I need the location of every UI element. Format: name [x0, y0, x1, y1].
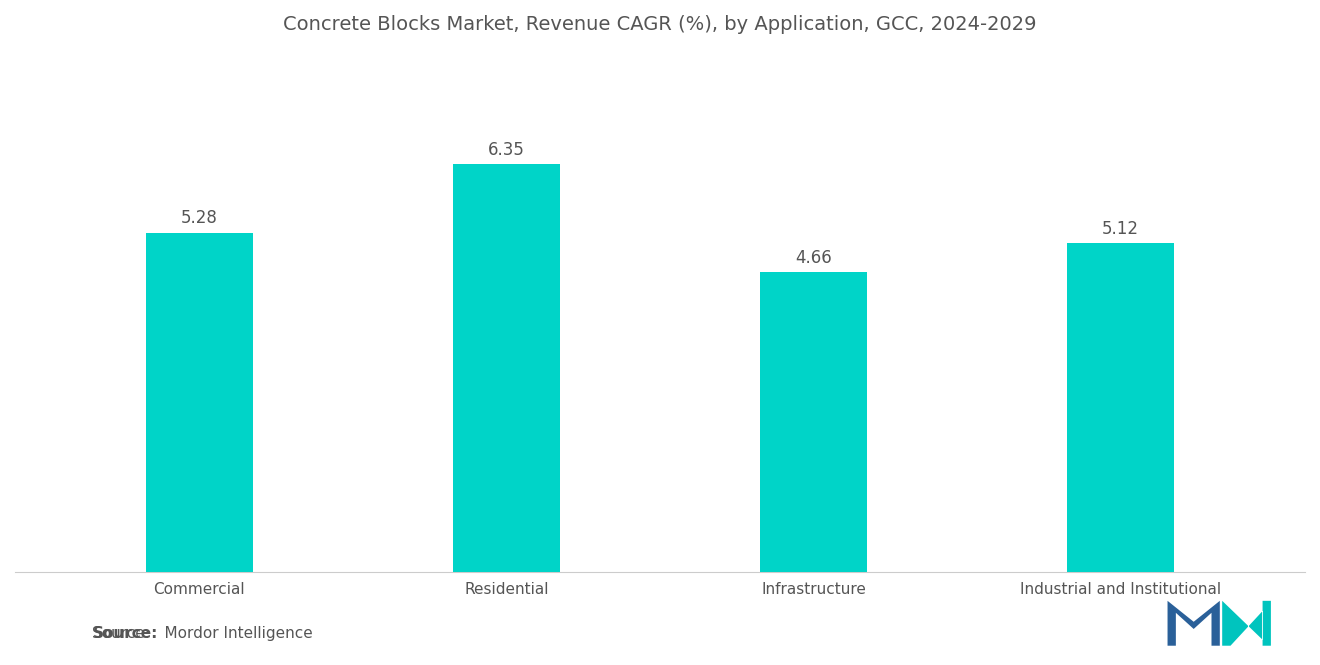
Polygon shape — [1167, 601, 1220, 646]
Text: 5.28: 5.28 — [181, 209, 218, 227]
Bar — [1067, 243, 1175, 572]
Polygon shape — [1222, 601, 1271, 646]
Title: Concrete Blocks Market, Revenue CAGR (%), by Application, GCC, 2024-2029: Concrete Blocks Market, Revenue CAGR (%)… — [284, 15, 1036, 34]
Bar — [760, 273, 867, 572]
Text: 5.12: 5.12 — [1102, 220, 1139, 238]
Text: 4.66: 4.66 — [795, 249, 832, 267]
Bar — [453, 164, 560, 572]
Text: Source:   Mordor Intelligence: Source: Mordor Intelligence — [92, 626, 313, 642]
Text: Source:: Source: — [92, 626, 158, 642]
Text: 6.35: 6.35 — [488, 141, 525, 159]
Bar — [145, 233, 253, 572]
